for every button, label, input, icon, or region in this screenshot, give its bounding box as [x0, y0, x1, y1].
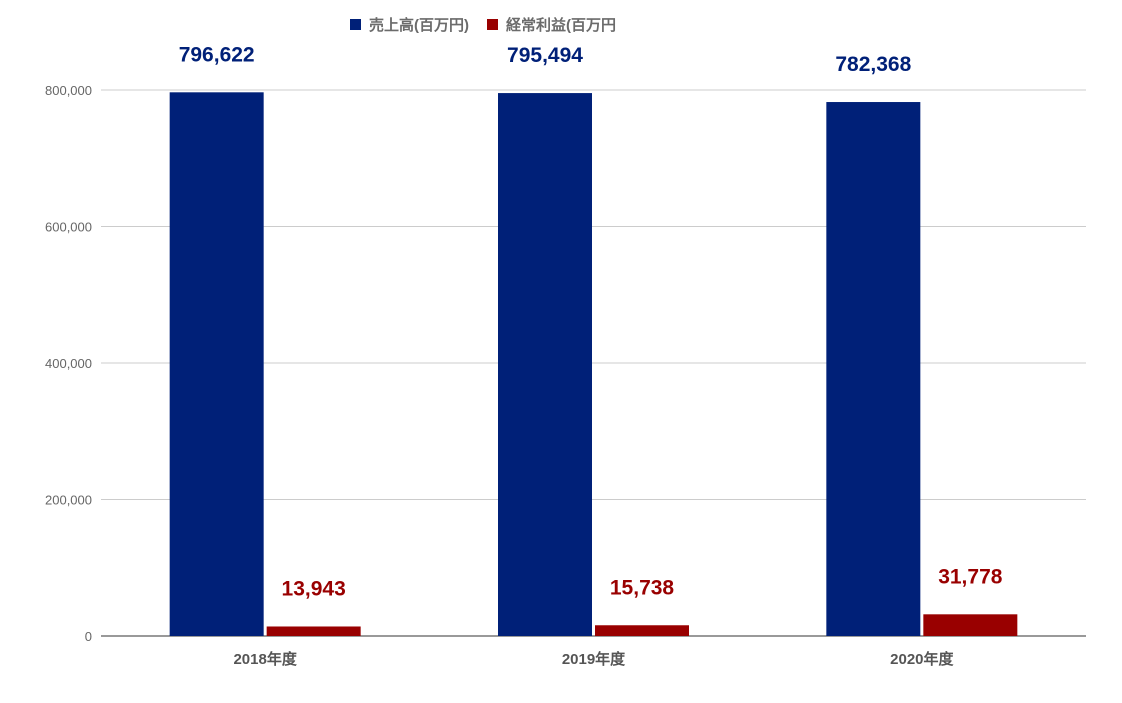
data-label-sales: 795,494: [507, 44, 583, 67]
data-label-profit: 13,943: [282, 577, 346, 600]
legend-item-profit: 経常利益(百万円: [487, 14, 616, 35]
legend-label-sales: 売上高(百万円): [369, 17, 469, 34]
data-label-profit: 31,778: [938, 565, 1003, 588]
legend-swatch-sales: [350, 19, 361, 30]
data-label-sales: 782,368: [835, 53, 911, 76]
x-category-label: 2018年度: [233, 650, 297, 668]
bar-profit-2020年度: [923, 614, 1018, 636]
bar-sales-2018年度: [169, 92, 264, 637]
legend-item-sales: 売上高(百万円): [350, 14, 469, 35]
bar-profit-2019年度: [595, 625, 689, 636]
x-category-label: 2019年度: [562, 650, 626, 668]
y-tick-label: 400,000: [45, 356, 92, 371]
bar-profit-2018年度: [266, 626, 361, 636]
data-label-sales: 796,622: [179, 43, 255, 66]
legend-swatch-profit: [487, 19, 498, 30]
y-tick-label: 200,000: [45, 493, 92, 508]
legend-label-profit: 経常利益(百万円: [506, 17, 616, 34]
y-tick-label: 800,000: [45, 83, 92, 98]
y-tick-label: 600,000: [45, 220, 92, 235]
legend: 売上高(百万円) 経常利益(百万円: [350, 14, 634, 35]
bar-sales-2020年度: [826, 102, 921, 637]
y-tick-label: 0: [85, 629, 92, 644]
bar-sales-2019年度: [498, 93, 592, 637]
data-label-profit: 15,738: [610, 576, 675, 599]
x-category-label: 2020年度: [890, 650, 954, 668]
